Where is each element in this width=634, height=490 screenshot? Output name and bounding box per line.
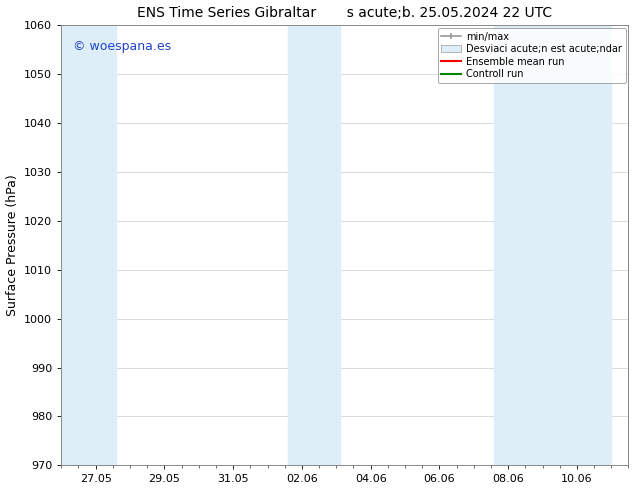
Text: © woespana.es: © woespana.es	[73, 40, 171, 53]
Bar	[61, 25, 116, 465]
Bar	[495, 25, 611, 465]
Bar	[288, 25, 340, 465]
Legend: min/max, Desviaci acute;n est acute;ndar, Ensemble mean run, Controll run: min/max, Desviaci acute;n est acute;ndar…	[437, 28, 626, 83]
Title: ENS Time Series Gibraltar       s acute;b. 25.05.2024 22 UTC: ENS Time Series Gibraltar s acute;b. 25.…	[138, 5, 552, 20]
Y-axis label: Surface Pressure (hPa): Surface Pressure (hPa)	[6, 174, 18, 316]
